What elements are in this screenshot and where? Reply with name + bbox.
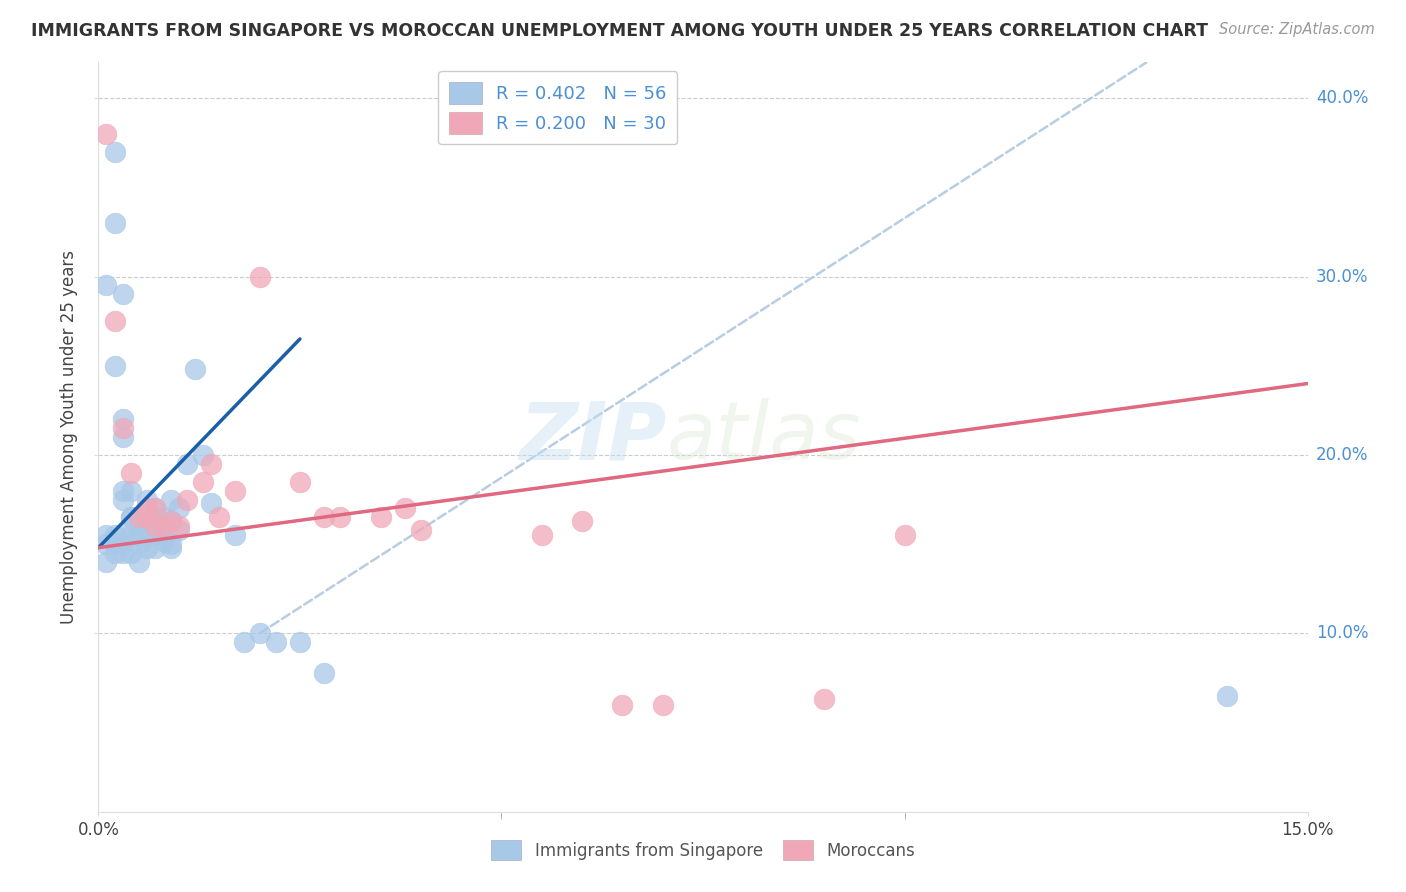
Point <box>167 501 190 516</box>
Point <box>249 626 271 640</box>
Text: 40.0%: 40.0% <box>1316 89 1368 107</box>
Point <box>120 510 142 524</box>
Point <box>103 359 125 373</box>
Point <box>111 412 134 426</box>
Point <box>128 555 150 569</box>
Point <box>160 537 183 551</box>
Point <box>152 519 174 533</box>
Point <box>167 523 190 537</box>
Point <box>314 665 336 680</box>
Point <box>232 635 254 649</box>
Point <box>128 537 150 551</box>
Point <box>208 510 231 524</box>
Point <box>200 496 222 510</box>
Point <box>329 510 352 524</box>
Point <box>143 541 166 555</box>
Point <box>128 519 150 533</box>
Point <box>135 528 157 542</box>
Point <box>651 698 673 712</box>
Point <box>143 519 166 533</box>
Point <box>224 528 246 542</box>
Point <box>152 528 174 542</box>
Point <box>184 362 207 376</box>
Text: 10.0%: 10.0% <box>1316 624 1368 642</box>
Point <box>135 492 157 507</box>
Point <box>103 546 125 560</box>
Point <box>143 514 166 528</box>
Point <box>176 457 198 471</box>
Point <box>288 635 311 649</box>
Point <box>96 528 118 542</box>
Text: 20.0%: 20.0% <box>1316 446 1368 464</box>
Point <box>128 519 150 533</box>
Point <box>160 541 183 555</box>
Point <box>128 528 150 542</box>
Point <box>143 528 166 542</box>
Point <box>96 537 118 551</box>
Point <box>160 514 183 528</box>
Point <box>143 501 166 516</box>
Text: Source: ZipAtlas.com: Source: ZipAtlas.com <box>1219 22 1375 37</box>
Point <box>111 492 134 507</box>
Point <box>135 541 157 555</box>
Point <box>96 127 118 141</box>
Point <box>103 528 125 542</box>
Point <box>813 692 835 706</box>
Point <box>571 514 593 528</box>
Point <box>120 466 142 480</box>
Point <box>193 448 215 462</box>
Point <box>128 510 150 524</box>
Text: atlas: atlas <box>666 398 862 476</box>
Point <box>176 492 198 507</box>
Point <box>120 546 142 560</box>
Point <box>167 519 190 533</box>
Point <box>103 145 125 159</box>
Point <box>249 269 271 284</box>
Point <box>96 555 118 569</box>
Point <box>200 457 222 471</box>
Y-axis label: Unemployment Among Youth under 25 years: Unemployment Among Youth under 25 years <box>60 250 79 624</box>
Point <box>143 501 166 516</box>
Point <box>111 430 134 444</box>
Point <box>152 533 174 548</box>
Point <box>120 483 142 498</box>
Point <box>314 510 336 524</box>
Point <box>152 510 174 524</box>
Point <box>224 483 246 498</box>
Point <box>120 528 142 542</box>
Point <box>1216 689 1239 703</box>
Point <box>409 523 432 537</box>
Point <box>135 523 157 537</box>
Point <box>103 314 125 328</box>
Point <box>120 510 142 524</box>
Point <box>111 483 134 498</box>
Point <box>135 501 157 516</box>
Point <box>612 698 634 712</box>
Point <box>370 510 392 524</box>
Point <box>135 510 157 524</box>
Point <box>288 475 311 489</box>
Point <box>394 501 416 516</box>
Point <box>103 537 125 551</box>
Text: ZIP: ZIP <box>519 398 666 476</box>
Point <box>160 492 183 507</box>
Point <box>111 287 134 301</box>
Point <box>111 528 134 542</box>
Point <box>530 528 553 542</box>
Point <box>111 421 134 435</box>
Point <box>193 475 215 489</box>
Text: 30.0%: 30.0% <box>1316 268 1368 285</box>
Point <box>893 528 915 542</box>
Legend: Immigrants from Singapore, Moroccans: Immigrants from Singapore, Moroccans <box>485 833 921 867</box>
Point <box>111 537 134 551</box>
Point <box>103 216 125 230</box>
Point <box>96 278 118 293</box>
Text: IMMIGRANTS FROM SINGAPORE VS MOROCCAN UNEMPLOYMENT AMONG YOUTH UNDER 25 YEARS CO: IMMIGRANTS FROM SINGAPORE VS MOROCCAN UN… <box>31 22 1208 40</box>
Point <box>264 635 287 649</box>
Point <box>160 514 183 528</box>
Point <box>111 546 134 560</box>
